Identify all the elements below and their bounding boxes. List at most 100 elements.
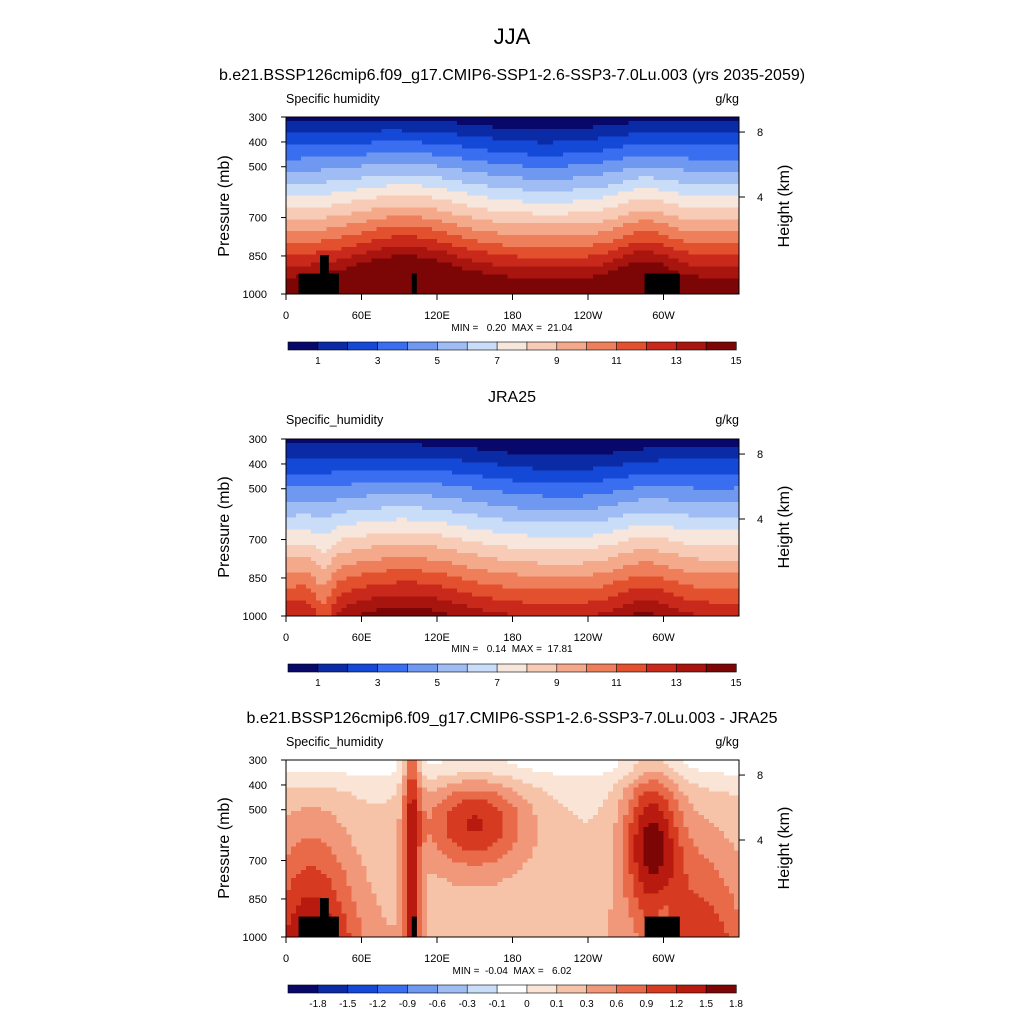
heatmap-cell <box>391 254 398 260</box>
heatmap-cell <box>452 258 458 264</box>
heatmap-cell <box>351 128 358 134</box>
heatmap-cell <box>628 274 634 279</box>
heatmap-cell <box>623 262 629 268</box>
heatmap-cell <box>286 278 292 283</box>
heatmap-cell <box>708 470 715 475</box>
heatmap-cell <box>502 132 509 138</box>
heatmap-cell <box>351 160 358 165</box>
heatmap-cell <box>492 144 498 150</box>
heatmap-cell <box>421 136 428 142</box>
heatmap-cell <box>391 191 398 197</box>
heatmap-cell <box>653 124 660 130</box>
heatmap-cell <box>728 450 735 456</box>
heatmap-cell <box>426 242 433 248</box>
heatmap-cell <box>552 250 559 256</box>
heatmap-cell <box>346 128 353 134</box>
heatmap-cell <box>728 439 735 444</box>
heatmap-cell <box>356 458 363 464</box>
heatmap-cell <box>532 458 539 464</box>
heatmap-cell <box>341 203 347 209</box>
heatmap-cell <box>673 191 680 197</box>
heatmap-cell <box>416 282 423 287</box>
heatmap-cell <box>683 132 690 138</box>
heatmap-cell <box>683 270 690 275</box>
heatmap-cell <box>356 156 363 161</box>
heatmap-cell <box>658 199 665 205</box>
heatmap-cell <box>301 227 307 232</box>
heatmap-cell <box>673 454 680 460</box>
heatmap-cell <box>331 439 337 444</box>
heatmap-cell <box>326 470 332 475</box>
heatmap-cell <box>396 117 403 122</box>
heatmap-cell <box>603 470 609 475</box>
heatmap-cell <box>492 211 498 216</box>
heatmap-cell <box>457 211 463 216</box>
heatmap-cell <box>477 282 483 287</box>
heatmap-cell <box>582 462 589 468</box>
heatmap-cell <box>411 470 418 475</box>
heatmap-cell <box>356 136 363 142</box>
heatmap-cell <box>336 164 342 169</box>
heatmap-cell <box>286 238 292 244</box>
heatmap-cell <box>452 148 458 153</box>
heatmap-cell <box>608 199 614 205</box>
heatmap-cell <box>306 246 312 252</box>
heatmap-cell <box>507 278 514 283</box>
heatmap-cell <box>598 148 604 153</box>
heatmap-cell <box>356 176 363 181</box>
heatmap-cell <box>547 466 554 472</box>
heatmap-cell <box>683 470 690 475</box>
heatmap-cell <box>582 160 589 165</box>
heatmap-cell <box>306 231 312 236</box>
heatmap-cell <box>336 195 342 201</box>
heatmap-cell <box>296 124 302 130</box>
heatmap-cell <box>497 179 504 185</box>
heatmap-cell <box>557 235 564 240</box>
heatmap-cell <box>638 144 644 150</box>
heatmap-cell <box>723 132 730 138</box>
heatmap-cell <box>331 179 337 185</box>
heatmap-cell <box>623 148 629 153</box>
heatmap-cell <box>562 160 569 165</box>
heatmap-cell <box>502 124 509 130</box>
heatmap-cell <box>567 219 574 224</box>
heatmap-cell <box>406 199 413 205</box>
heatmap-cell <box>572 290 579 295</box>
heatmap-cell <box>366 140 373 146</box>
heatmap-cell <box>567 446 574 452</box>
heatmap-cell <box>487 270 493 275</box>
heatmap-cell <box>391 136 398 142</box>
heatmap-cell <box>401 211 408 216</box>
heatmap-cell <box>537 282 544 287</box>
heatmap-cell <box>426 270 433 275</box>
heatmap-cell <box>492 474 498 479</box>
heatmap-cell <box>316 183 322 189</box>
heatmap-cell <box>557 120 564 126</box>
heatmap-cell <box>507 235 514 240</box>
heatmap-cell <box>482 462 488 468</box>
heatmap-cell <box>547 152 554 157</box>
heatmap-cell <box>386 454 393 460</box>
heatmap-cell <box>416 176 423 181</box>
heatmap-cell <box>477 270 483 275</box>
heatmap-cell <box>306 199 312 205</box>
heatmap-cell <box>311 120 317 126</box>
heatmap-cell <box>648 128 655 134</box>
heatmap-cell <box>482 132 488 138</box>
heatmap-cell <box>703 148 710 153</box>
heatmap-cell <box>593 250 599 256</box>
heatmap-cell <box>668 231 675 236</box>
heatmap-cell <box>321 450 327 456</box>
heatmap-cell <box>618 203 624 209</box>
panel-2: JRA25 Specific_humidity g/kg 0 60E 120E 180… <box>216 389 793 689</box>
heatmap-cell <box>326 164 332 169</box>
heatmap-cell <box>723 274 730 279</box>
heatmap-cell <box>316 148 322 153</box>
heatmap-cell <box>517 223 524 228</box>
heatmap-cell <box>306 470 312 475</box>
heatmap-cell <box>457 168 463 173</box>
heatmap-cell <box>638 258 644 264</box>
heatmap-cell <box>542 136 549 142</box>
heatmap-cell <box>628 172 634 177</box>
heatmap-cell <box>406 278 413 283</box>
